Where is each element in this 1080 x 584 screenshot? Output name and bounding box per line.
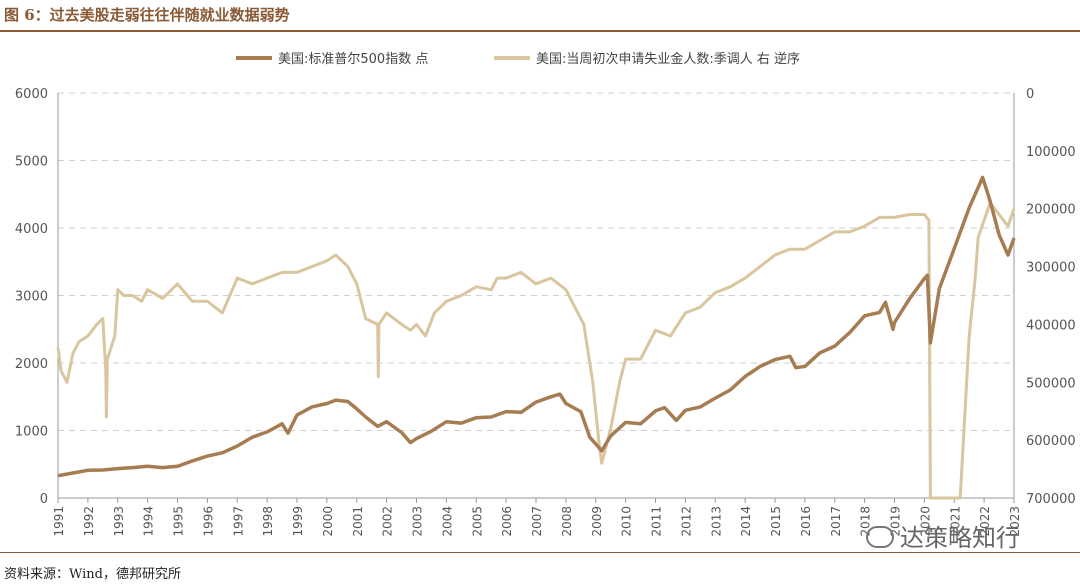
footer-rule: [0, 552, 1080, 553]
x-tick-label: 2020: [918, 506, 932, 537]
x-tick-label: 2002: [381, 506, 395, 537]
x-tick-label: 1996: [201, 506, 215, 537]
x-tick-label: 2001: [351, 506, 365, 537]
x-tick-label: 1992: [82, 506, 96, 537]
legend: 美国:标准普尔500指数 点 美国:当周初次申请失业金人数:季调人 右 逆序: [236, 51, 800, 67]
y-right-tick-label: 200000: [1026, 203, 1076, 218]
title-rule: [0, 30, 1080, 32]
y-left-tick-label: 6000: [15, 87, 48, 102]
x-tick-label: 2023: [1008, 506, 1022, 537]
x-tick-label: 2005: [470, 506, 484, 537]
x-tick-label: 2013: [709, 506, 723, 537]
x-tick-label: 1997: [231, 506, 245, 537]
x-tick-label: 2017: [829, 506, 843, 537]
x-tick-label: 2008: [560, 506, 574, 537]
dual-axis-line-chart: 美国:标准普尔500指数 点 美国:当周初次申请失业金人数:季调人 右 逆序 0…: [15, 51, 1076, 537]
x-tick-label: 2006: [500, 506, 514, 537]
x-tick-label: 2004: [440, 506, 454, 537]
legend-label-sp500: 美国:标准普尔500指数 点: [278, 52, 428, 67]
figure-title: 图 6：过去美股走弱往往伴随就业数据弱势: [4, 6, 290, 24]
y-right-tick-label: 600000: [1026, 434, 1076, 449]
y-left-tick-label: 1000: [15, 425, 48, 440]
watermark-text: 达策略知行: [900, 524, 1020, 552]
x-tick-label: 2000: [321, 506, 335, 537]
x-tick-label: 2010: [620, 506, 634, 537]
y-right-tick-label: 300000: [1026, 261, 1076, 276]
y-right-tick-label: 100000: [1026, 145, 1076, 160]
x-tick-label: 1995: [172, 506, 186, 537]
x-tick-label: 2003: [411, 506, 425, 537]
y-left-tick-label: 3000: [15, 290, 48, 305]
wechat-icon: [866, 526, 894, 548]
x-tick-label: 1999: [291, 506, 305, 537]
x-tick-label: 2007: [530, 506, 544, 537]
y-right-tick-label: 500000: [1026, 376, 1076, 391]
y-left-tick-label: 2000: [15, 357, 48, 372]
x-tick-label: 2021: [948, 506, 962, 537]
x-tick-label: 1993: [112, 506, 126, 537]
y-right-tick-label: 400000: [1026, 318, 1076, 333]
x-tick-label: 2014: [739, 506, 753, 537]
x-tick-label: 2011: [650, 506, 664, 537]
legend-label-claims: 美国:当周初次申请失业金人数:季调人 右 逆序: [536, 51, 800, 67]
y-left-tick-label: 5000: [15, 155, 48, 170]
x-tick-label: 2009: [590, 506, 604, 537]
gridlines: [58, 92, 1014, 431]
x-tick-label: 1998: [261, 506, 275, 537]
y-right-tick-label: 700000: [1026, 492, 1076, 507]
axes: 0 1000 2000 3000 4000 5000 6000 0 100000 200000 30…: [15, 87, 1076, 537]
x-tick-label: 1991: [52, 506, 66, 537]
watermark: 达策略知行: [866, 518, 1020, 553]
x-tick-label: 2016: [799, 506, 813, 537]
x-tick-label: 2022: [978, 506, 992, 537]
series-line-sp500: [57, 175, 1016, 478]
y-left-tick-label: 4000: [15, 222, 48, 237]
x-tick-label: 2012: [679, 506, 693, 537]
x-tick-label: 2019: [889, 506, 903, 537]
plot-area: [56, 175, 1016, 500]
x-tick-label: 1994: [142, 506, 156, 537]
source-note: 资料来源：Wind，德邦研究所: [4, 567, 181, 582]
y-right-tick-label: 0: [1026, 87, 1034, 102]
x-tick-label: 2015: [769, 506, 783, 537]
y-left-tick-label: 0: [40, 492, 48, 507]
series-line-jobless-claims: [56, 201, 1016, 500]
